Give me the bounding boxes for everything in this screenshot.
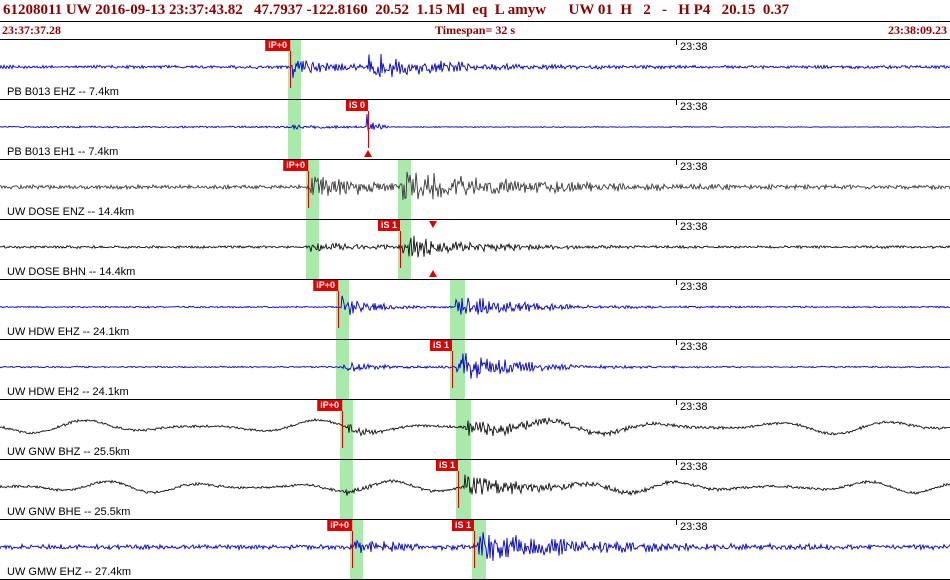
pick-line	[308, 171, 309, 208]
event-summary-line: 61208011 UW 2016-09-13 23:37:43.82 47.79…	[0, 0, 950, 22]
minute-label: 23:38	[680, 401, 708, 413]
pick-line	[474, 531, 475, 568]
minute-tick	[676, 340, 677, 345]
phase-pick-flag[interactable]: iP+0	[283, 160, 308, 171]
pick-line	[342, 411, 343, 448]
pick-window-band	[336, 280, 349, 339]
trace-panel-5: iP+0 23:38 UW HDW EHZ -- 24.1km	[0, 280, 950, 340]
pick-window-band	[456, 400, 471, 459]
minute-label: 23:38	[680, 161, 708, 173]
waveform-trace[interactable]	[0, 460, 950, 519]
pick-line	[338, 291, 339, 328]
minute-tick	[676, 40, 677, 45]
station-label: UW DOSE ENZ -- 14.4km	[7, 206, 135, 218]
waveform-trace[interactable]	[0, 340, 950, 399]
pick-window-band	[306, 220, 319, 279]
waveform-trace[interactable]	[0, 100, 950, 159]
waveform-trace[interactable]	[0, 520, 950, 579]
pick-window-band	[340, 460, 353, 519]
trace-panel-6: iS 1 23:38 UW HDW EH2 -- 24.1km	[0, 340, 950, 400]
waveform-trace[interactable]	[0, 400, 950, 459]
station-label: UW HDW EH2 -- 24.1km	[7, 386, 129, 398]
waveform-trace[interactable]	[0, 40, 950, 99]
phase-pick-flag[interactable]: iP+0	[265, 40, 290, 51]
minute-label: 23:38	[680, 281, 708, 293]
pick-window-band	[288, 100, 301, 159]
minute-label: 23:38	[680, 341, 708, 353]
phase-pick-flag[interactable]: iP+0	[317, 400, 342, 411]
station-label: UW GNW BHE -- 25.5km	[7, 506, 131, 518]
minute-tick	[676, 160, 677, 165]
pick-window-band	[350, 520, 363, 579]
phase-pick-flag[interactable]: iS 0	[345, 100, 368, 111]
minute-label: 23:38	[680, 521, 708, 533]
trace-panels: iP+0 23:38 PB B013 EHZ -- 7.4km iS 0 23:38 PB…	[0, 40, 950, 580]
trace-panel-4: iS 1 23:38 UW DOSE BHN -- 14.4km	[0, 220, 950, 280]
arrival-marker	[429, 221, 437, 228]
minute-label: 23:38	[680, 41, 708, 53]
trace-panel-8: iS 1 23:38 UW GNW BHE -- 25.5km	[0, 460, 950, 520]
trace-panel-3: iP+0 23:38 UW DOSE ENZ -- 14.4km	[0, 160, 950, 220]
trace-panel-1: iP+0 23:38 PB B013 EHZ -- 7.4km	[0, 40, 950, 100]
minute-tick	[676, 220, 677, 225]
waveform-trace[interactable]	[0, 160, 950, 219]
phase-pick-flag[interactable]: iP+0	[327, 520, 352, 531]
phase-pick-flag[interactable]: iP+0	[313, 280, 338, 291]
station-label: UW GMW EHZ -- 27.4km	[7, 566, 132, 578]
phase-pick-flag[interactable]: iS 1	[435, 460, 458, 471]
pick-window-band	[336, 340, 349, 399]
time-window-bar: 23:37:37.28 Timespan= 32 s 23:38:09.23	[0, 22, 950, 40]
trace-panel-2: iS 0 23:38 PB B013 EH1 -- 7.4km	[0, 100, 950, 160]
station-label: PB B013 EHZ -- 7.4km	[7, 86, 119, 98]
minute-tick	[676, 460, 677, 465]
phase-pick-flag[interactable]: iS 1	[451, 520, 474, 531]
pick-line	[368, 111, 369, 148]
phase-pick-flag[interactable]: iS 1	[429, 340, 452, 351]
pick-line	[458, 471, 459, 508]
minute-tick	[676, 400, 677, 405]
pick-line	[452, 351, 453, 388]
pick-line	[400, 231, 401, 268]
timespan-label: Timespan= 32 s	[435, 23, 515, 37]
minute-label: 23:38	[680, 221, 708, 233]
minute-tick	[676, 100, 677, 105]
pick-line	[352, 531, 353, 568]
station-label: PB B013 EH1 -- 7.4km	[7, 146, 119, 158]
phase-pick-flag[interactable]: iS 1	[377, 220, 400, 231]
waveform-trace[interactable]	[0, 280, 950, 339]
minute-tick	[676, 280, 677, 285]
pick-window-band	[340, 400, 353, 459]
station-label: UW HDW EHZ -- 24.1km	[7, 326, 130, 338]
station-label: UW DOSE BHN -- 14.4km	[7, 266, 136, 278]
window-start-time: 23:37:37.28	[2, 23, 61, 37]
station-label: UW GNW BHZ -- 25.5km	[7, 446, 130, 458]
pick-window-band	[456, 460, 471, 519]
trace-panel-9: iP+0 iS 1 23:38 UW GMW EHZ -- 27.4km	[0, 520, 950, 580]
pick-line	[290, 51, 291, 88]
minute-tick	[676, 520, 677, 525]
waveform-trace[interactable]	[0, 220, 950, 279]
window-end-time: 23:38:09.23	[888, 23, 947, 37]
minute-label: 23:38	[680, 101, 708, 113]
arrival-marker	[429, 270, 437, 277]
trace-panel-7: iP+0 23:38 UW GNW BHZ -- 25.5km	[0, 400, 950, 460]
arrival-marker	[364, 150, 372, 157]
minute-label: 23:38	[680, 461, 708, 473]
